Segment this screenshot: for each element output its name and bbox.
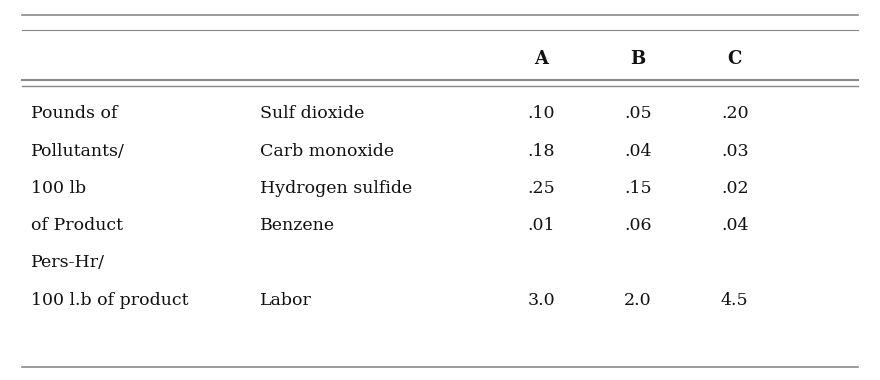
Text: .03: .03 [721,143,749,160]
Text: .04: .04 [624,143,652,160]
Text: Hydrogen sulfide: Hydrogen sulfide [260,180,412,197]
Text: Labor: Labor [260,292,312,309]
Text: 4.5: 4.5 [721,292,749,309]
Text: .18: .18 [527,143,555,160]
Text: Pers-Hr/: Pers-Hr/ [31,255,105,271]
Text: of Product: of Product [31,217,123,234]
Text: .15: .15 [624,180,652,197]
Text: Pounds of: Pounds of [31,106,117,122]
Text: 100 lb: 100 lb [31,180,86,197]
Text: 2.0: 2.0 [624,292,652,309]
Text: .04: .04 [721,217,749,234]
Text: .05: .05 [624,106,652,122]
Text: Sulf dioxide: Sulf dioxide [260,106,364,122]
Text: Carb monoxide: Carb monoxide [260,143,393,160]
Text: Benzene: Benzene [260,217,334,234]
Text: 3.0: 3.0 [527,292,555,309]
Text: .20: .20 [721,106,749,122]
Text: .01: .01 [527,217,555,234]
Text: .02: .02 [721,180,749,197]
Text: .25: .25 [527,180,555,197]
Text: .10: .10 [527,106,555,122]
Text: B: B [630,50,646,68]
Text: Pollutants/: Pollutants/ [31,143,125,160]
Text: C: C [728,50,742,68]
Text: .06: .06 [624,217,652,234]
Text: A: A [534,50,548,68]
Text: 100 l.b of product: 100 l.b of product [31,292,188,309]
